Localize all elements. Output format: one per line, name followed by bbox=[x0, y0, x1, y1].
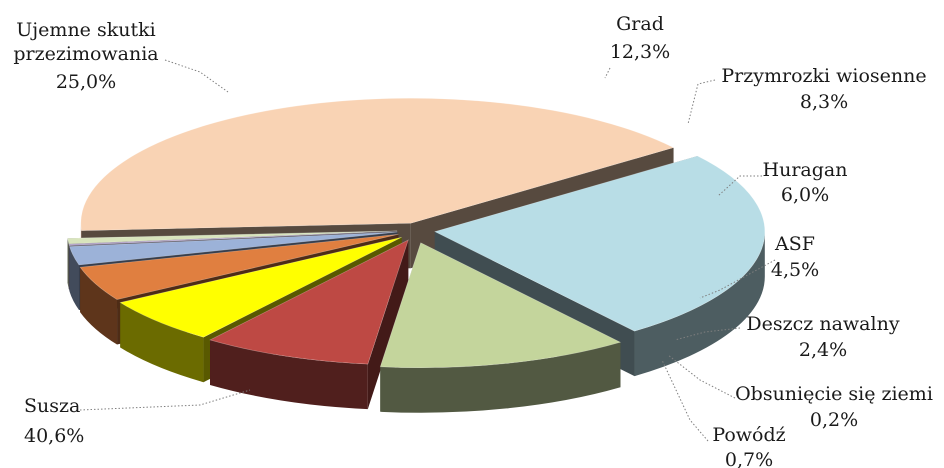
pie-slice-grad bbox=[379, 242, 622, 413]
data-label-susza: Susza 40,6% bbox=[24, 389, 251, 447]
slice-name-label: Huragan bbox=[763, 159, 848, 181]
slice-top bbox=[80, 97, 675, 231]
data-label-deszcz-nawalny: Deszcz nawalny 2,4% bbox=[674, 313, 900, 361]
leader-line bbox=[699, 259, 776, 299]
leader-line bbox=[717, 175, 762, 197]
data-label-obsuniecie-sie-ziemi: Obsunięcie się ziemi 0,2% bbox=[667, 354, 933, 431]
pie-slice-przymrozki-wiosenne bbox=[209, 239, 409, 410]
slice-side bbox=[69, 246, 79, 310]
slice-name-label: ASF bbox=[774, 233, 815, 255]
slice-top bbox=[379, 242, 622, 369]
slice-name-label: Deszcz nawalny bbox=[746, 313, 899, 335]
slice-wall bbox=[80, 234, 399, 313]
slice-value-label: 8,3% bbox=[800, 91, 848, 113]
slice-top bbox=[68, 230, 398, 246]
leader-line bbox=[604, 67, 611, 79]
slice-name-label: Przymrozki wiosenne bbox=[721, 65, 926, 87]
slice-name-label: Powódź bbox=[712, 424, 785, 446]
leader-line bbox=[164, 59, 229, 93]
slice-top bbox=[69, 231, 398, 266]
slice-value-label: 0,2% bbox=[810, 409, 858, 431]
slice-top bbox=[433, 155, 766, 332]
data-label-powodz: Powódź 0,7% bbox=[661, 359, 786, 468]
leader-line bbox=[674, 327, 741, 341]
slice-name-label: Susza bbox=[24, 395, 80, 417]
slice-side bbox=[120, 302, 204, 383]
slice-side bbox=[380, 342, 621, 413]
data-label-huragan: Huragan 6,0% bbox=[717, 159, 848, 206]
slice-side bbox=[67, 238, 69, 289]
data-label-asf: ASF 4,5% bbox=[699, 233, 819, 299]
slice-value-label: 4,5% bbox=[771, 259, 819, 281]
slice-name-label: Grad bbox=[616, 13, 664, 35]
slice-value-label: 0,7% bbox=[725, 449, 773, 468]
slice-value-label: 25,0% bbox=[56, 71, 116, 93]
slice-name-label: Ujemne skutki bbox=[16, 19, 155, 41]
leader-line bbox=[661, 359, 709, 442]
slice-top bbox=[67, 230, 398, 245]
data-label-przymrozki-wiosenne: Przymrozki wiosenne 8,3% bbox=[687, 65, 927, 125]
leader-line bbox=[667, 354, 736, 399]
slice-side bbox=[80, 267, 118, 345]
slice-top bbox=[209, 239, 409, 365]
slice-side bbox=[634, 231, 765, 377]
slice-value-label: 12,3% bbox=[610, 41, 670, 63]
slice-name-label: Obsunięcie się ziemi bbox=[735, 383, 933, 405]
slice-value-label: 40,6% bbox=[24, 425, 84, 447]
slice-value-label: 6,0% bbox=[781, 184, 829, 206]
slice-value-label: 2,4% bbox=[799, 339, 847, 361]
leader-line bbox=[79, 389, 251, 411]
slice-side bbox=[210, 339, 368, 410]
slice-top bbox=[119, 236, 402, 338]
data-label-grad: Grad 12,3% bbox=[604, 13, 670, 79]
slice-top bbox=[79, 233, 399, 300]
leader-line bbox=[687, 79, 716, 125]
slice-name-label: przezimowania bbox=[13, 43, 158, 65]
